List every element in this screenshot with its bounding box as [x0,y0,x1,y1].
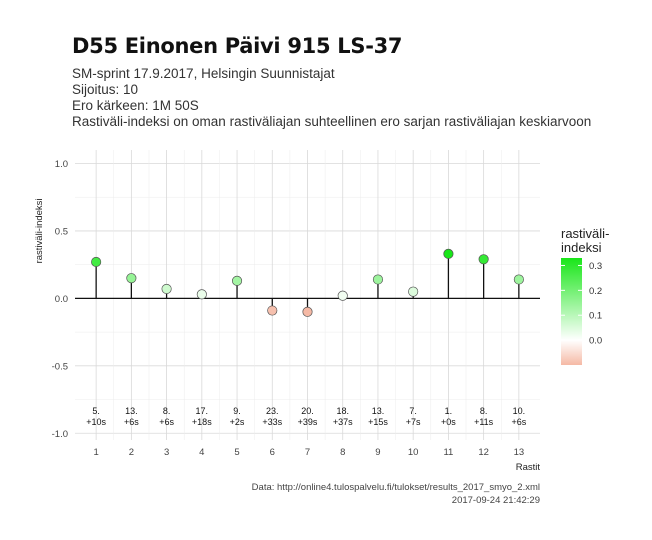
split-time-label: +11s [474,417,494,427]
subtitle-line-3: Ero kärkeen: 1M 50S [72,98,199,113]
split-time-label: +10s [86,417,106,427]
split-time-label: +7s [406,417,421,427]
subtitle-line-4: Rastiväli-indeksi on oman rastiväliajan … [72,114,592,129]
data-point [267,305,278,316]
split-rank-label: 18. [336,406,349,416]
data-point [478,254,489,265]
y-tick-label: 1.0 [55,159,68,170]
data-point [302,306,313,317]
split-rank-label: 7. [409,406,417,416]
x-tick-label: 8 [340,447,345,458]
y-tick-label: 0.5 [55,226,68,237]
x-tick-label: 5 [234,447,239,458]
x-tick-label: 7 [305,447,310,458]
x-tick-label: 10 [408,447,419,458]
legend-colorbar [561,258,582,365]
split-rank-label: 1. [445,406,453,416]
x-tick-label: 4 [199,447,204,458]
split-time-label: +15s [368,417,388,427]
split-time-label: +33s [262,417,282,427]
legend-tick-label: 0.0 [589,336,602,347]
legend-title-line-2: indeksi [561,240,602,255]
legend-tick-label: 0.1 [589,311,602,322]
data-point [196,289,207,300]
data-point [337,290,348,301]
split-rank-label: 8. [163,406,171,416]
split-time-label: +6s [124,417,139,427]
split-rank-label: 13. [372,406,385,416]
generated-timestamp: 2017-09-24 21:42:29 [451,495,540,506]
y-tick-label: -0.5 [52,361,68,372]
x-tick-label: 6 [270,447,275,458]
data-point [408,286,419,297]
split-time-label: +18s [192,417,212,427]
legend-tick-label: 0.2 [589,286,602,297]
split-rank-label: 17. [196,406,209,416]
split-rank-label: 10. [513,406,526,416]
split-rank-label: 13. [125,406,138,416]
split-time-label: +2s [230,417,245,427]
data-point [126,273,137,284]
legend-tick-label: 0.3 [589,261,602,272]
data-point [161,283,172,294]
x-axis-title: Rastit [516,462,541,473]
split-rank-label: 9. [233,406,241,416]
split-rank-label: 20. [301,406,314,416]
subtitle-line-2: Sijoitus: 10 [72,82,139,97]
y-tick-label: -1.0 [52,429,68,440]
data-point [372,274,384,285]
data-point [443,248,454,259]
subtitle-line-1: SM-sprint 17.9.2017, Helsingin Suunnista… [72,66,335,81]
split-time-label: +39s [298,417,318,427]
split-time-label: +0s [441,417,456,427]
y-axis-title: rastiväli-indeksi [34,198,45,263]
data-point [91,256,102,268]
data-source-note: Data: http://online4.tulospalvelu.fi/tul… [251,482,540,493]
x-tick-label: 11 [443,447,453,458]
x-tick-label: 2 [129,447,134,458]
chart-title: D55 Einonen Päivi 915 LS-37 [72,34,403,58]
data-point [231,275,243,286]
x-tick-label: 1 [93,447,98,458]
data-point [513,274,524,285]
split-time-label: +6s [511,417,526,427]
legend-title-line-1: rastiväli- [561,226,609,241]
x-tick-label: 13 [514,447,525,458]
y-tick-label: 0.0 [55,294,68,305]
split-rank-label: 8. [480,406,488,416]
split-time-label: +6s [159,417,174,427]
split-rank-label: 5. [92,406,100,416]
x-tick-label: 3 [164,447,169,458]
split-rank-label: 23. [266,406,279,416]
split-time-label: +37s [333,417,353,427]
x-tick-label: 9 [375,447,380,458]
x-tick-label: 12 [478,447,489,458]
